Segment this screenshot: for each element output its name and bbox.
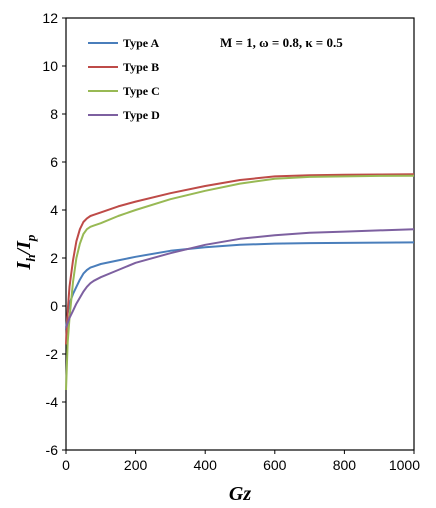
y-axis-title-sub-p: p bbox=[23, 234, 38, 242]
y-axis-title: Ih/Ip bbox=[13, 234, 38, 270]
y-tick-label: 8 bbox=[50, 106, 58, 122]
x-tick-label: 600 bbox=[263, 457, 287, 473]
y-tick-label: -2 bbox=[46, 346, 59, 362]
y-tick-label: 12 bbox=[42, 10, 58, 26]
legend-label: Type D bbox=[123, 108, 160, 122]
series-line-type-c bbox=[65, 174, 415, 391]
x-tick-label: 0 bbox=[62, 457, 70, 473]
y-tick-label: -6 bbox=[46, 442, 59, 458]
parameter-annotation: M = 1, ω = 0.8, κ = 0.5 bbox=[220, 35, 343, 50]
x-tick-label: 800 bbox=[333, 457, 357, 473]
legend-item: Type A bbox=[88, 36, 159, 50]
x-tick-label: 200 bbox=[124, 457, 148, 473]
plot-area bbox=[65, 17, 415, 451]
series-line-type-d bbox=[65, 228, 415, 328]
y-axis-ticks: -6 -4 -2 0 2 4 6 8 10 12 bbox=[42, 10, 66, 458]
y-axis-title-main: I bbox=[13, 260, 35, 270]
y-tick-label: -4 bbox=[46, 394, 59, 410]
x-tick-label: 400 bbox=[194, 457, 218, 473]
legend-label: Type A bbox=[123, 36, 159, 50]
series-lines bbox=[65, 173, 415, 391]
x-tick-label: 1000 bbox=[389, 457, 420, 473]
y-tick-label: 10 bbox=[42, 58, 58, 74]
y-axis-title-main-2: I bbox=[13, 240, 35, 250]
legend-item: Type B bbox=[88, 60, 159, 74]
legend-label: Type B bbox=[123, 60, 159, 74]
y-tick-label: 2 bbox=[50, 250, 58, 266]
y-tick-label: 4 bbox=[50, 202, 58, 218]
x-axis-title: Gz bbox=[229, 483, 251, 505]
legend-item: Type C bbox=[88, 84, 160, 98]
legend: Type A Type B Type C Type D bbox=[88, 36, 160, 122]
legend-item: Type D bbox=[88, 108, 160, 122]
series-line-type-b bbox=[65, 173, 415, 345]
legend-label: Type C bbox=[123, 84, 160, 98]
series-line-type-a bbox=[65, 241, 415, 331]
y-axis-title-sub-h: h bbox=[23, 254, 38, 261]
x-axis-ticks: 0 200 400 600 800 1000 bbox=[62, 450, 420, 473]
y-tick-label: 6 bbox=[50, 154, 58, 170]
y-axis-title-slash: / bbox=[13, 246, 35, 256]
y-tick-label: 0 bbox=[50, 298, 58, 314]
